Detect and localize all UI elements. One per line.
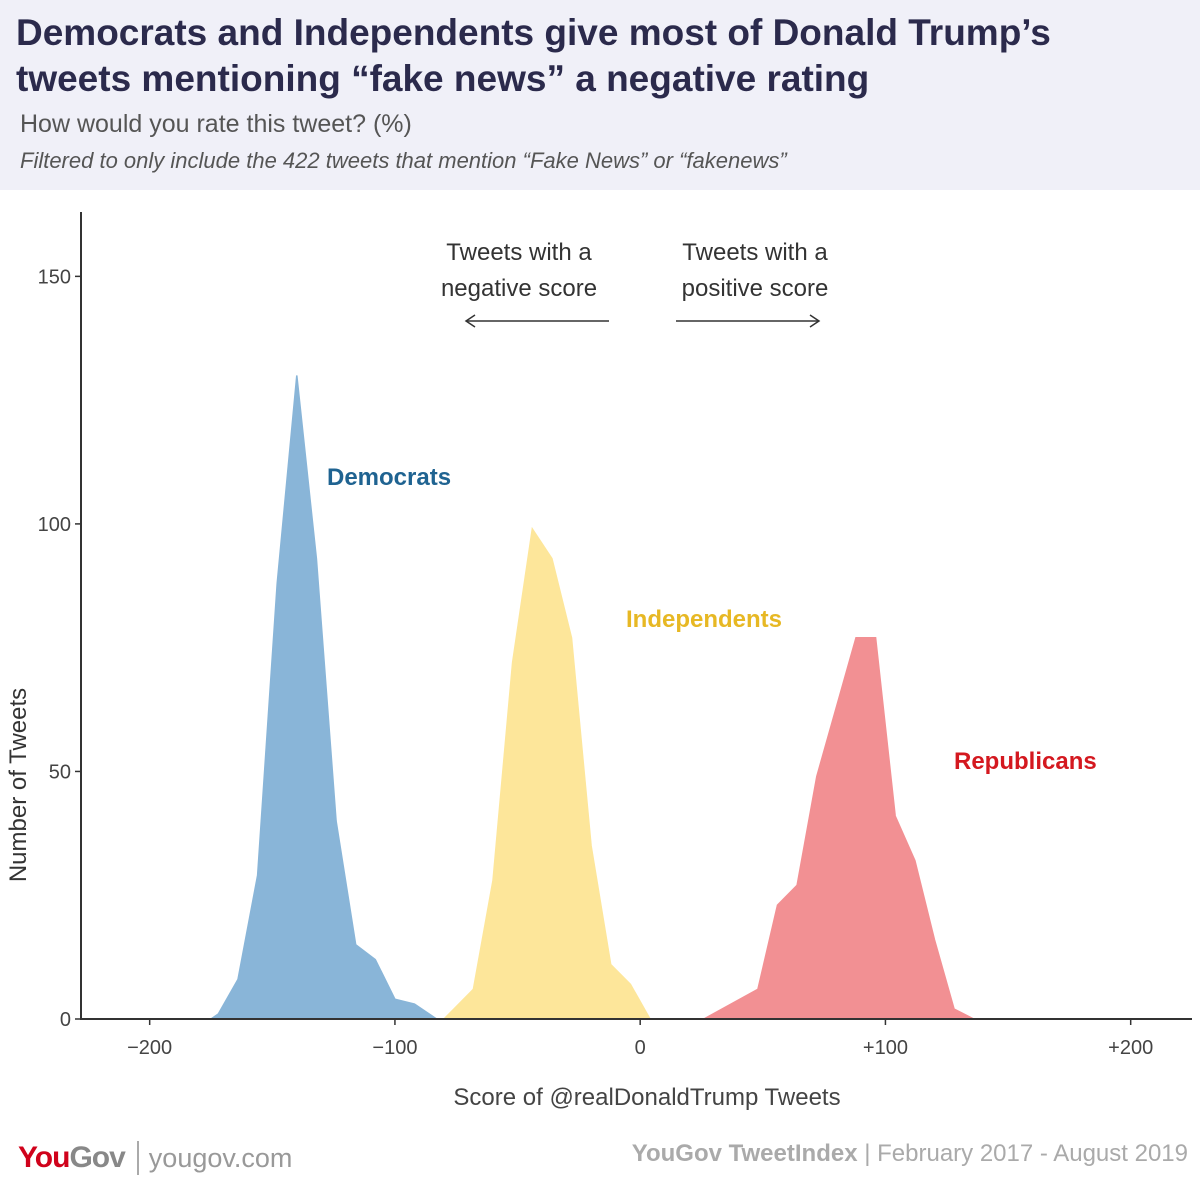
x-tick-label: +200 (1108, 1037, 1153, 1059)
x-tick-label: −100 (372, 1037, 417, 1059)
series-label-independents: Independents (626, 606, 782, 633)
series-labels: Democrats Independents Republicans (327, 464, 1097, 775)
yougov-logo-gov: Gov (69, 1141, 125, 1174)
chart-title: Democrats and Independents give most of … (16, 10, 1186, 102)
footer-credit: YouGov TweetIndex | February 2017 - Augu… (632, 1140, 1188, 1168)
annotation-negative-line-1: Tweets with a (446, 239, 592, 266)
header-band: Democrats and Independents give most of … (0, 0, 1200, 190)
chart-filter-note: Filtered to only include the 422 tweets … (20, 148, 787, 173)
area-democrats (81, 375, 440, 1020)
chart-subtitle: How would you rate this tweet? (%) (20, 110, 412, 138)
left-arrow-icon (464, 314, 609, 328)
footer-divider (136, 1141, 139, 1175)
x-tick-label: −200 (127, 1037, 172, 1059)
y-tick-label: 100 (38, 514, 71, 536)
footer-date-range: February 2017 - August 2019 (877, 1140, 1188, 1167)
x-tick-label: +100 (863, 1037, 908, 1059)
right-arrow-icon (676, 314, 821, 328)
area-republicans (703, 637, 975, 1020)
chart-title-line-2: tweets mentioning “fake news” a negative… (16, 58, 870, 99)
y-tick-label: 0 (60, 1009, 71, 1031)
footer-separator: | (864, 1140, 871, 1167)
area-independents (442, 526, 652, 1020)
annotation-negative-line-2: negative score (441, 275, 597, 302)
footer-brand: YouGov TweetIndex (631, 1140, 858, 1167)
annotation-positive-line-2: positive score (682, 275, 829, 302)
annotation-positive-line-1: Tweets with a (682, 239, 828, 266)
y-tick-label: 150 (38, 266, 71, 288)
area-chart: 0 50 100 150 −200 −100 0 +100 +200 Democrats Inde… (5, 212, 1192, 1111)
y-axis-label: Number of Tweets (5, 688, 32, 882)
series-label-republicans: Republicans (954, 748, 1097, 775)
series-areas (81, 375, 975, 1020)
x-tick-label: 0 (635, 1037, 646, 1059)
x-axis-label: Score of @realDonaldTrump Tweets (453, 1084, 840, 1111)
axes: 0 50 100 150 −200 −100 0 +100 +200 (38, 212, 1192, 1059)
footer-source: You Gov yougov.com (18, 1136, 292, 1180)
footer-url: yougov.com (148, 1142, 293, 1173)
yougov-logo-you: You (18, 1141, 70, 1174)
series-label-democrats: Democrats (327, 464, 451, 491)
y-tick-label: 50 (49, 761, 71, 783)
chart-title-line-1: Democrats and Independents give most of … (16, 12, 1051, 53)
